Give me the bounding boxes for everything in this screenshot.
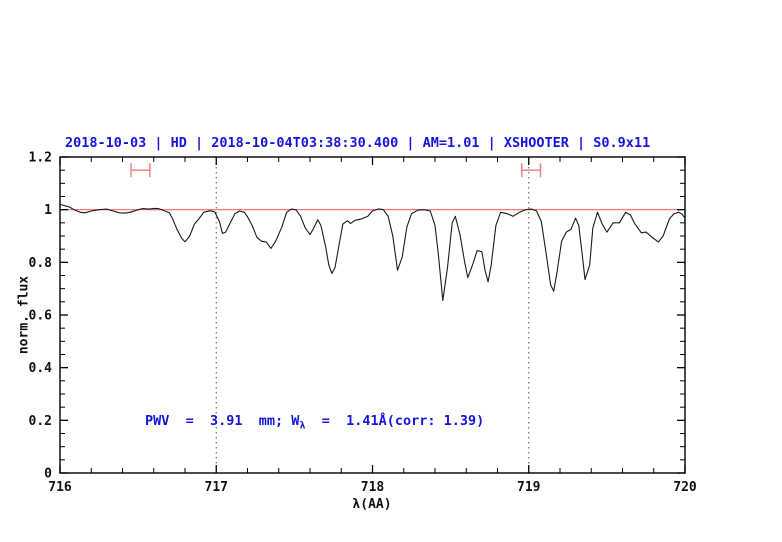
pwv-annotation: PWV = 3.91 mm; Wλ = 1.41Å(corr: 1.39) (145, 413, 484, 432)
x-axis-label: λ(AA) (352, 497, 392, 512)
pwv-annotation-text: PWV = 3.91 mm; W (145, 413, 300, 429)
y-tick-label: 0.2 (29, 414, 52, 429)
equivalent-width-text: = 1.41Å(corr: 1.39) (305, 413, 485, 429)
x-tick-label: 720 (673, 480, 697, 495)
plot-title: 2018-10-03 | HD | 2018-10-04T03:38:30.40… (65, 135, 651, 151)
y-tick-label: 0.6 (29, 309, 53, 324)
lambda-subscript-label: λ (299, 420, 306, 432)
x-tick-label: 716 (48, 480, 72, 495)
x-tick-label: 717 (205, 480, 228, 495)
y-tick-label: 0.8 (29, 256, 53, 271)
y-axis-label: norm. flux (16, 275, 32, 355)
y-tick-label: 0 (44, 467, 52, 482)
x-tick-label: 718 (361, 480, 385, 495)
telluric-spectrum-line (59, 203, 686, 302)
y-tick-label: 1.2 (29, 151, 52, 166)
y-tick-label: 0.4 (29, 361, 53, 376)
x-tick-label: 719 (517, 480, 540, 495)
y-tick-label: 1 (44, 203, 52, 218)
